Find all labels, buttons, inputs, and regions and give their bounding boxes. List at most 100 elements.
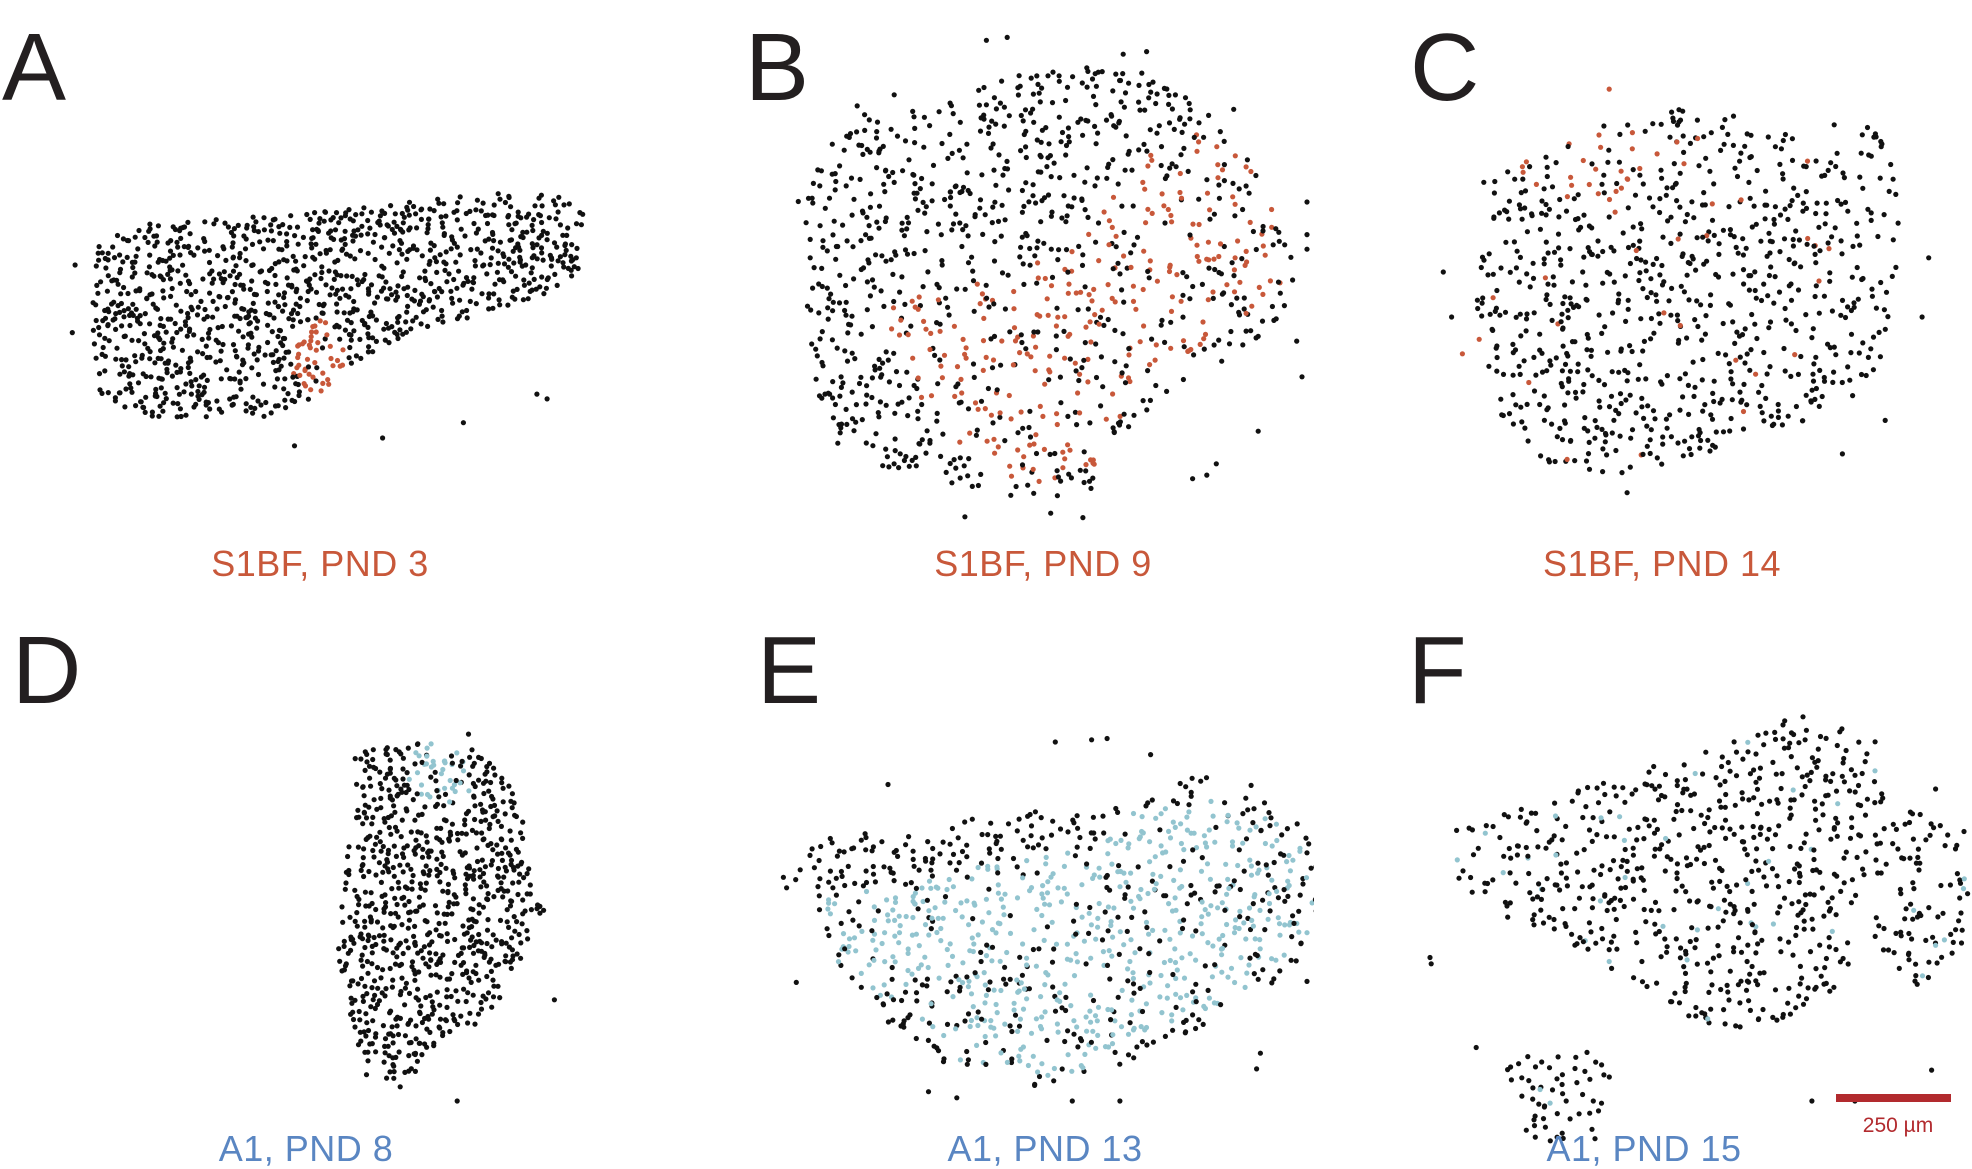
- cell-dot: [1524, 311, 1529, 316]
- cell-dot: [924, 229, 929, 234]
- cell-dot: [1813, 211, 1818, 216]
- cell-dot: [392, 896, 397, 901]
- cell-dot: [258, 269, 263, 274]
- cell-dot: [313, 378, 318, 383]
- highlighted-cell-dot: [1180, 1007, 1185, 1012]
- cell-dot: [352, 1024, 357, 1029]
- cell-dot: [117, 270, 122, 275]
- cell-dot: [860, 417, 865, 422]
- cell-dot: [869, 395, 874, 400]
- cell-dot: [1117, 271, 1122, 276]
- cell-dot: [793, 877, 798, 882]
- cell-dot: [1720, 825, 1725, 830]
- cell-dot: [1488, 312, 1493, 317]
- cell-dot: [219, 376, 224, 381]
- cell-dot: [1910, 917, 1915, 922]
- cell-dot: [845, 359, 850, 364]
- cell-dot: [1695, 235, 1700, 240]
- cell-dot: [1104, 118, 1109, 123]
- cell-dot: [402, 1070, 407, 1075]
- cell-dot: [400, 776, 405, 781]
- cell-dot: [123, 334, 128, 339]
- cell-dot: [1279, 832, 1284, 837]
- cell-dot: [461, 987, 466, 992]
- cell-dot: [1600, 446, 1605, 451]
- highlighted-cell-dot: [1596, 191, 1601, 196]
- cell-dot: [447, 1029, 452, 1034]
- highlighted-cell-dot: [941, 916, 946, 921]
- highlighted-cell-dot: [996, 891, 1001, 896]
- cell-dot: [474, 301, 479, 306]
- cell-dot: [371, 854, 376, 859]
- cell-dot: [862, 112, 867, 117]
- cell-dot: [1087, 905, 1092, 910]
- cell-dot: [1744, 402, 1749, 407]
- cell-dot: [1262, 927, 1267, 932]
- cell-dot: [950, 151, 955, 156]
- cell-dot: [910, 109, 915, 114]
- cell-dot: [345, 854, 350, 859]
- cell-dot: [113, 327, 118, 332]
- highlighted-cell-dot: [1066, 1052, 1071, 1057]
- cell-dot: [845, 238, 850, 243]
- cell-dot: [428, 281, 433, 286]
- cell-dot: [1068, 356, 1073, 361]
- cell-dot: [433, 903, 438, 908]
- cell-dot: [1820, 394, 1825, 399]
- cell-dot: [334, 323, 339, 328]
- cell-dot: [1268, 908, 1273, 913]
- cell-dot: [1700, 357, 1705, 362]
- cell-dot: [1174, 1005, 1179, 1010]
- cell-dot: [412, 288, 417, 293]
- cell-dot: [899, 998, 904, 1003]
- highlighted-cell-dot: [1128, 265, 1133, 270]
- cell-dot: [308, 217, 313, 222]
- cell-dot: [444, 1005, 449, 1010]
- cell-dot: [358, 248, 363, 253]
- cell-dot: [1638, 221, 1643, 226]
- cell-dot: [921, 145, 926, 150]
- highlighted-cell-dot: [1203, 1006, 1208, 1011]
- cell-dot: [1531, 276, 1536, 281]
- cell-dot: [569, 273, 574, 278]
- cell-dot: [521, 277, 526, 282]
- cell-dot: [93, 302, 98, 307]
- cell-dot: [1681, 150, 1686, 155]
- highlighted-cell-dot: [958, 377, 963, 382]
- cell-dot: [948, 842, 953, 847]
- highlighted-cell-dot: [976, 865, 981, 870]
- cell-dot: [1713, 272, 1718, 277]
- cell-dot: [267, 268, 272, 273]
- cell-dot: [149, 272, 154, 277]
- cell-dot: [919, 176, 924, 181]
- highlighted-cell-dot: [1062, 314, 1067, 319]
- cell-dot: [131, 313, 136, 318]
- cell-dot: [1664, 193, 1669, 198]
- highlighted-cell-dot: [1055, 885, 1060, 890]
- highlighted-cell-dot: [947, 877, 952, 882]
- highlighted-cell-dot: [1042, 902, 1047, 907]
- cell-dot: [1750, 889, 1755, 894]
- cell-dot: [1184, 274, 1189, 279]
- cell-dot: [495, 852, 500, 857]
- cell-dot: [505, 303, 510, 308]
- highlighted-cell-dot: [1041, 896, 1046, 901]
- cell-dot: [1008, 977, 1013, 982]
- highlighted-cell-dot: [1521, 170, 1526, 175]
- cell-dot: [825, 248, 830, 253]
- cell-dot: [415, 1059, 420, 1064]
- cell-dot: [394, 224, 399, 229]
- cell-dot: [1822, 294, 1827, 299]
- cell-dot: [1622, 368, 1627, 373]
- highlighted-cell-dot: [1154, 881, 1159, 886]
- cell-dot: [387, 1069, 392, 1074]
- cell-dot: [1127, 149, 1132, 154]
- cell-dot: [1736, 251, 1741, 256]
- cell-dot: [558, 254, 563, 259]
- highlighted-cell-dot: [989, 958, 994, 963]
- cell-dot: [1270, 304, 1275, 309]
- highlighted-cell-dot: [1170, 294, 1175, 299]
- cell-dot: [528, 891, 533, 896]
- cell-dot: [1528, 284, 1533, 289]
- cell-dot: [1828, 160, 1833, 165]
